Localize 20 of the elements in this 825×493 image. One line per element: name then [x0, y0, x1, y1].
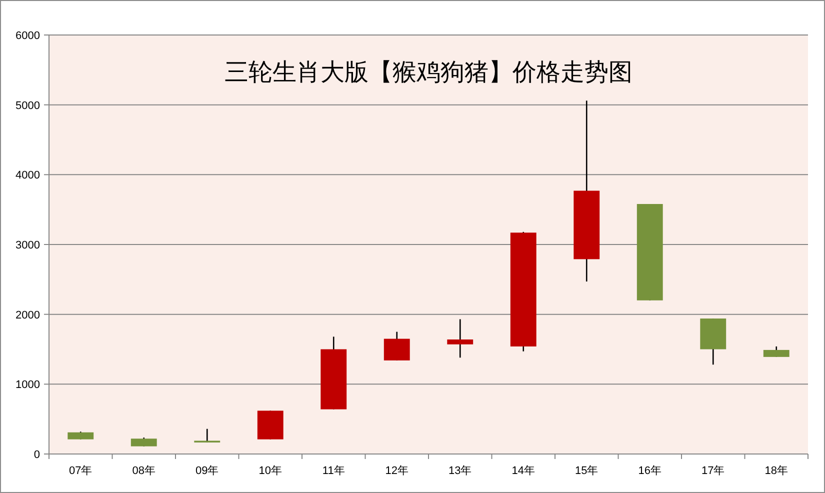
y-tick-label: 4000	[16, 170, 40, 182]
x-tick-label: 08年	[132, 465, 156, 477]
y-tick-label: 2000	[16, 309, 40, 322]
y-tick-label: 3000	[16, 240, 40, 252]
x-tick-label: 15年	[575, 465, 598, 477]
y-tick-label: 5000	[16, 100, 40, 112]
x-tick-label: 16年	[638, 465, 662, 477]
x-tick-label: 09年	[196, 465, 219, 477]
x-tick-label: 14年	[512, 465, 535, 477]
text: 三轮生肖大版【猴鸡狗猪】价格走势图	[224, 59, 632, 86]
y-tick-label: 0	[34, 449, 40, 461]
x-tick-label: 10年	[258, 465, 282, 477]
y-tick-label: 1000	[16, 379, 40, 392]
x-tick-label: 12年	[385, 465, 408, 477]
x-tick-label: 18年	[764, 465, 788, 477]
x-tick-label: 13年	[448, 465, 472, 477]
x-tick-label: 17年	[702, 465, 725, 477]
x-tick-label: 11年	[322, 465, 345, 477]
x-tick-label: 07年	[69, 465, 92, 477]
y-tick-label: 6000	[16, 30, 40, 42]
